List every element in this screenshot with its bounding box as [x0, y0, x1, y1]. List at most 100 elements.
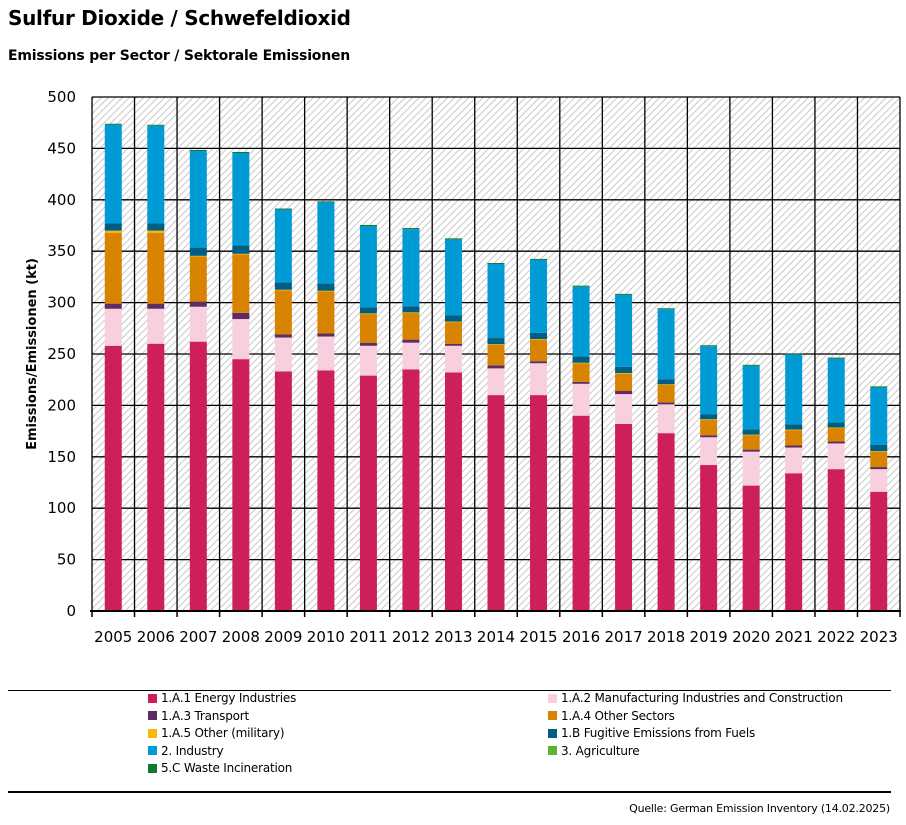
- bar-segment: [572, 363, 590, 382]
- bar-segment: [487, 264, 505, 339]
- bar-stack-2017: [615, 293, 633, 611]
- y-tick-label: 200: [47, 396, 76, 414]
- bar-segment: [742, 429, 760, 435]
- legend-swatch: [148, 728, 157, 738]
- legend-swatch: [548, 728, 557, 738]
- bar-segment: [444, 343, 462, 346]
- bar-segment: [487, 395, 505, 611]
- bar-segment: [827, 358, 845, 423]
- bar-segment: [572, 383, 590, 416]
- bar-segment: [189, 150, 207, 248]
- bar-segment: [104, 232, 122, 304]
- legend-label: 1.B Fugitive Emissions from Fuels: [561, 726, 756, 740]
- bar-segment: [615, 423, 633, 611]
- bar-segment: [189, 149, 207, 151]
- bar-segment: [274, 334, 292, 338]
- bar-segment: [317, 290, 335, 292]
- bar-segment: [147, 232, 165, 304]
- bar-segment: [615, 366, 633, 374]
- bar-segment: [147, 124, 165, 126]
- legend-swatch: [548, 711, 557, 720]
- x-tick-label: 2015: [519, 628, 557, 646]
- legend-label: 1.A.1 Energy Industries: [161, 691, 297, 705]
- x-tick-label: 2018: [647, 628, 685, 646]
- bar-segment: [317, 333, 335, 337]
- bar-stack-2009: [274, 208, 292, 611]
- bar-segment: [274, 209, 292, 283]
- bar-segment: [742, 485, 760, 611]
- legend-swatch: [148, 746, 157, 755]
- bar-segment: [317, 336, 335, 371]
- bar-segment: [104, 123, 122, 125]
- x-tick-label: 2020: [732, 628, 770, 646]
- bar-segment: [572, 356, 590, 363]
- bar-segment: [274, 371, 292, 611]
- y-tick-label: 300: [47, 294, 76, 312]
- bar-segment: [359, 224, 377, 227]
- bar-segment: [274, 290, 292, 335]
- bar-segment: [742, 365, 760, 430]
- y-tick-label: 50: [57, 551, 76, 569]
- bar-segment: [232, 153, 250, 246]
- bar-segment: [785, 424, 803, 430]
- bar-segment: [700, 437, 718, 466]
- bar-segment: [444, 321, 462, 323]
- bar-segment: [359, 313, 377, 315]
- bar-segment: [657, 433, 675, 611]
- bar-segment: [530, 339, 548, 340]
- bar-segment: [785, 429, 803, 431]
- bar-stack-2019: [700, 345, 718, 611]
- bar-segment: [742, 451, 760, 486]
- x-tick-label: 2013: [434, 628, 472, 646]
- bar-segment: [572, 286, 590, 357]
- bar-segment: [444, 322, 462, 344]
- bar-segment: [530, 361, 548, 364]
- bar-segment: [870, 451, 888, 452]
- y-tick-label: 100: [47, 499, 76, 517]
- x-tick-label: 2017: [604, 628, 642, 646]
- y-tick-label: 500: [47, 88, 76, 106]
- bar-segment: [657, 309, 675, 380]
- bar-segment: [827, 443, 845, 470]
- bar-segment: [232, 254, 250, 313]
- bar-segment: [870, 386, 888, 388]
- bar-segment: [742, 434, 760, 436]
- bar-segment: [530, 363, 548, 396]
- bar-stack-2016: [572, 285, 590, 611]
- bar-segment: [189, 301, 207, 307]
- bar-segment: [870, 451, 888, 468]
- bar-stack-2015: [530, 258, 548, 611]
- bar-segment: [870, 444, 888, 452]
- x-tick-label: 2014: [477, 628, 515, 646]
- bar-segment: [487, 365, 505, 369]
- bar-segment: [147, 308, 165, 344]
- bar-segment: [359, 345, 377, 376]
- bar-segment: [870, 491, 888, 611]
- bar-segment: [104, 223, 122, 231]
- bar-segment: [189, 256, 207, 302]
- bar-segment: [657, 379, 675, 385]
- bar-segment: [827, 428, 845, 442]
- bar-segment: [402, 229, 420, 307]
- bar-segment: [870, 469, 888, 492]
- bar-segment: [147, 125, 165, 224]
- bar-segment: [232, 245, 250, 254]
- y-tick-label: 0: [66, 602, 76, 620]
- bar-segment: [530, 258, 548, 260]
- bar-segment: [785, 430, 803, 446]
- bar-segment: [232, 319, 250, 360]
- legend-item: 1.A.5 Other (military): [148, 726, 285, 740]
- bar-segment: [487, 263, 505, 265]
- bar-segment: [274, 282, 292, 290]
- bar-segment: [232, 359, 250, 611]
- bar-segment: [359, 307, 377, 314]
- bar-segment: [572, 415, 590, 611]
- bar-segment: [700, 345, 718, 347]
- legend-swatch: [548, 746, 557, 755]
- bar-segment: [785, 445, 803, 448]
- bar-segment: [189, 255, 207, 257]
- bar-segment: [402, 342, 420, 370]
- bar-segment: [402, 228, 420, 230]
- chart-subtitle: Emissions per Sector / Sektorale Emissio…: [8, 48, 351, 64]
- bar-segment: [700, 419, 718, 436]
